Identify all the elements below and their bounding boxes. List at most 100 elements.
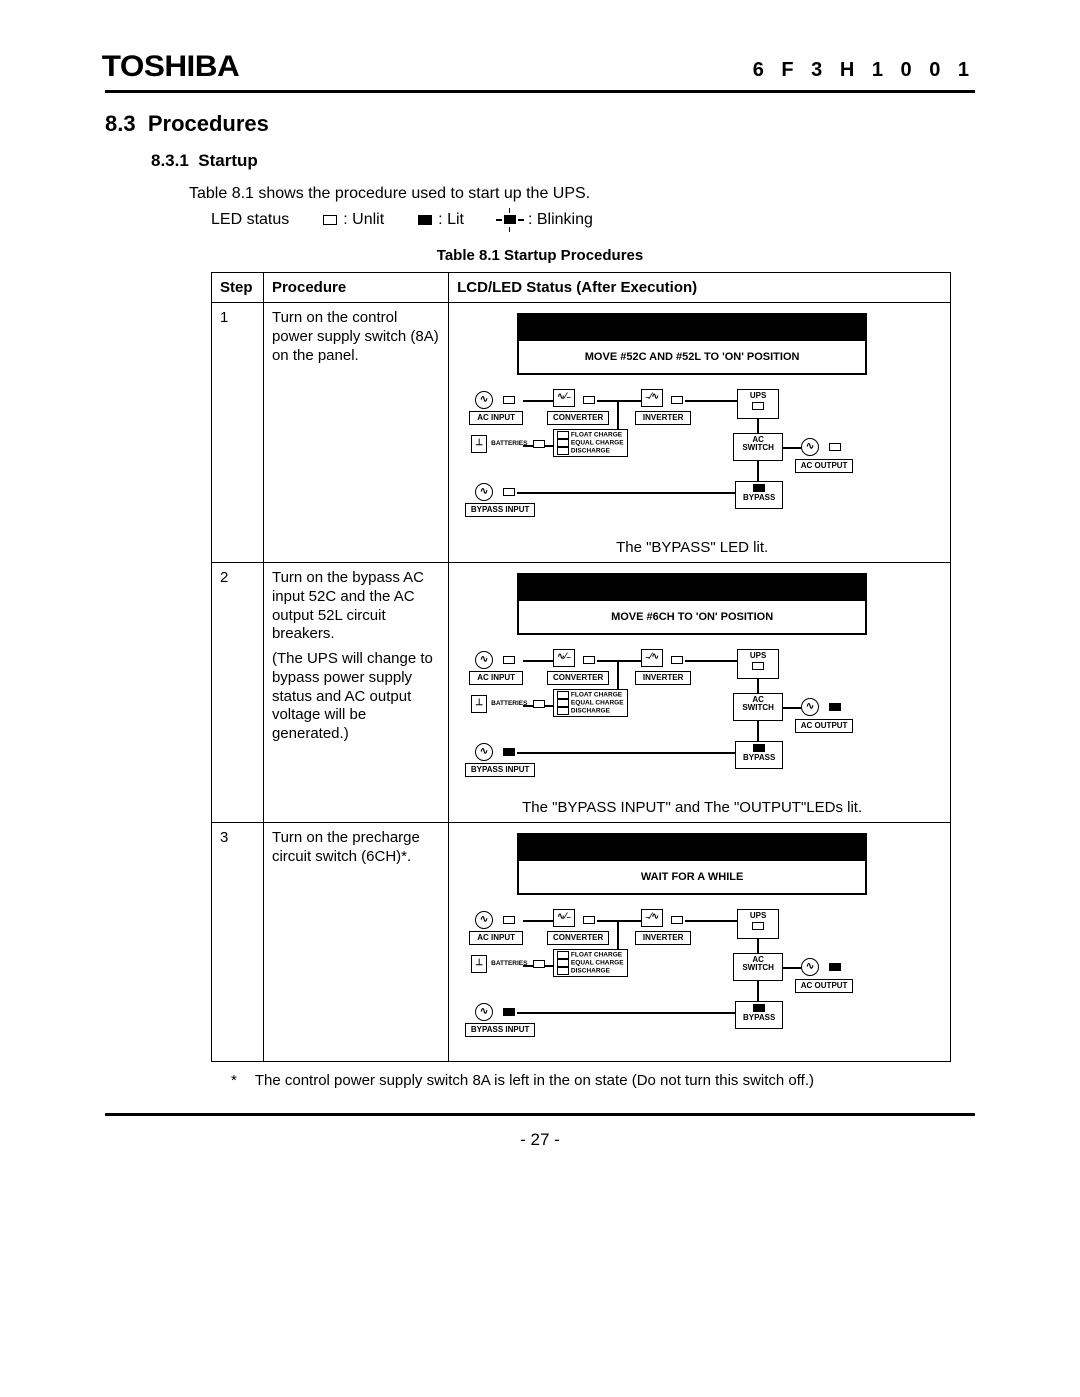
equal-led (557, 439, 569, 447)
charge-modes-box: FLOAT CHARGE EQUAL CHARGE DISCHARGE (553, 949, 627, 977)
diagram-caption: The "BYPASS" LED lit. (457, 539, 927, 556)
section-number: 8.3 (105, 111, 136, 136)
charge-modes-box: FLOAT CHARGE EQUAL CHARGE DISCHARGE (553, 429, 627, 457)
ac-output-box: AC OUTPUT (795, 719, 853, 733)
ac-output-icon: ∿ (801, 698, 819, 716)
startup-procedures-table: Step Procedure LCD/LED Status (After Exe… (211, 272, 951, 1062)
ac-input-box: AC INPUT (469, 411, 523, 425)
discharge-row: DISCHARGE (557, 967, 623, 975)
inverter-icon: ₋⁄∿ (641, 649, 663, 667)
table-header-row: Step Procedure LCD/LED Status (After Exe… (212, 273, 951, 303)
procedure-cell: Turn on the bypass AC input 52C and the … (263, 563, 448, 823)
bypass-led (753, 744, 765, 752)
flow-diagram: ∿ AC INPUT ∿⁄₋ CONVERTER ₋⁄∿ INVERTER UP… (457, 385, 927, 535)
ups-led (752, 922, 764, 930)
lcd-panel: MOVE #52C AND #52L TO 'ON' POSITION (517, 313, 867, 375)
legend-lit: : Lit (418, 211, 464, 229)
bypass-input-led (503, 1008, 515, 1016)
bypass-input-icon: ∿ (475, 743, 493, 761)
inverter-box: INVERTER (635, 931, 691, 945)
table-body: 1Turn on the control power supply switch… (212, 303, 951, 1062)
float-led (557, 691, 569, 699)
discharge-row: DISCHARGE (557, 707, 623, 715)
intro-line: Table 8.1 shows the procedure used to st… (189, 185, 975, 203)
section-title: Procedures (148, 111, 269, 136)
inverter-led (671, 396, 683, 404)
converter-led (583, 656, 595, 664)
converter-box: CONVERTER (547, 671, 609, 685)
ac-input-box: AC INPUT (469, 931, 523, 945)
col-step: Step (212, 273, 264, 303)
bypass-box: BYPASS (735, 481, 783, 509)
lcd-panel: MOVE #6CH TO 'ON' POSITION (517, 573, 867, 635)
float-charge-row: FLOAT CHARGE (557, 431, 623, 439)
bypass-input-icon: ∿ (475, 1003, 493, 1021)
legend-blinking-label: : Blinking (528, 211, 593, 229)
bypass-input-icon: ∿ (475, 483, 493, 501)
discharge-led (557, 967, 569, 975)
procedure-cell: Turn on the control power supply switch … (263, 303, 448, 563)
status-cell: WAIT FOR A WHILE ∿ AC INPUT ∿⁄₋ CONVERTE… (449, 823, 951, 1062)
equal-led (557, 959, 569, 967)
lcd-message: MOVE #52C AND #52L TO 'ON' POSITION (519, 341, 865, 373)
ac-input-icon: ∿ (475, 651, 493, 669)
equal-charge-row: EQUAL CHARGE (557, 959, 623, 967)
lcd-message: WAIT FOR A WHILE (519, 861, 865, 893)
charge-modes-box: FLOAT CHARGE EQUAL CHARGE DISCHARGE (553, 689, 627, 717)
document-code: 6 F 3 H 1 0 0 1 (753, 59, 975, 82)
status-diagram: MOVE #6CH TO 'ON' POSITION ∿ AC INPUT ∿⁄… (457, 573, 927, 816)
table-row: 2Turn on the bypass AC input 52C and the… (212, 563, 951, 823)
float-charge-row: FLOAT CHARGE (557, 951, 623, 959)
inverter-box: INVERTER (635, 411, 691, 425)
lcd-panel: WAIT FOR A WHILE (517, 833, 867, 895)
ups-led (752, 402, 764, 410)
unlit-icon (323, 215, 337, 225)
bypass-box: BYPASS (735, 1001, 783, 1029)
legend-unlit: : Unlit (323, 211, 384, 229)
status-cell: MOVE #52C AND #52L TO 'ON' POSITION ∿ AC… (449, 303, 951, 563)
step-cell: 1 (212, 303, 264, 563)
lcd-top-bar (519, 315, 865, 341)
converter-box: CONVERTER (547, 931, 609, 945)
col-status: LCD/LED Status (After Execution) (449, 273, 951, 303)
brand-logo: TOSHIBA (102, 50, 240, 84)
ac-output-box: AC OUTPUT (795, 459, 853, 473)
bypass-input-led (503, 748, 515, 756)
batteries-led (533, 700, 545, 708)
led-legend: LED status : Unlit : Lit : Blinking (211, 211, 975, 229)
section-heading: 8.3 Procedures (105, 111, 975, 137)
footnote-mark: * (231, 1072, 237, 1089)
converter-led (583, 396, 595, 404)
procedure-text: Turn on the bypass AC input 52C and the … (272, 569, 440, 644)
bypass-input-box: BYPASS INPUT (465, 763, 535, 777)
table-caption: Table 8.1 Startup Procedures (105, 247, 975, 264)
ups-led (752, 662, 764, 670)
lcd-top-bar (519, 575, 865, 601)
procedure-text: Turn on the control power supply switch … (272, 309, 440, 365)
flow-diagram: ∿ AC INPUT ∿⁄₋ CONVERTER ₋⁄∿ INVERTER UP… (457, 645, 927, 795)
bypass-input-led (503, 488, 515, 496)
step-cell: 3 (212, 823, 264, 1062)
equal-charge-row: EQUAL CHARGE (557, 439, 623, 447)
status-cell: MOVE #6CH TO 'ON' POSITION ∿ AC INPUT ∿⁄… (449, 563, 951, 823)
equal-led (557, 699, 569, 707)
procedure-text: (The UPS will change to bypass power sup… (272, 650, 440, 744)
ups-box: UPS (737, 649, 779, 679)
ups-box: UPS (737, 389, 779, 419)
discharge-row: DISCHARGE (557, 447, 623, 455)
col-procedure: Procedure (263, 273, 448, 303)
ups-box: UPS (737, 909, 779, 939)
subsection-number: 8.3.1 (151, 151, 189, 170)
discharge-led (557, 447, 569, 455)
bottom-rule (105, 1113, 975, 1116)
inverter-led (671, 916, 683, 924)
ac-switch-box: ACSWITCH (733, 693, 783, 721)
float-led (557, 951, 569, 959)
ac-output-led (829, 703, 841, 711)
batteries-label: BATTERIES (491, 960, 527, 967)
ac-output-icon: ∿ (801, 958, 819, 976)
bypass-input-box: BYPASS INPUT (465, 503, 535, 517)
ac-input-led (503, 656, 515, 664)
equal-charge-row: EQUAL CHARGE (557, 699, 623, 707)
table-row: 1Turn on the control power supply switch… (212, 303, 951, 563)
